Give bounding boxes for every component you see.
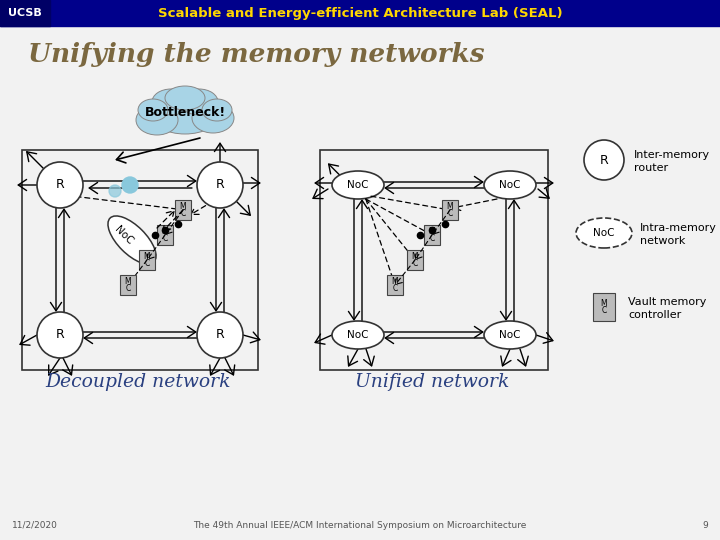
Text: M: M xyxy=(180,202,186,211)
Ellipse shape xyxy=(484,321,536,349)
Bar xyxy=(0,0,720,26)
Text: NoC: NoC xyxy=(593,228,615,238)
Text: C: C xyxy=(125,284,130,293)
Ellipse shape xyxy=(136,105,178,135)
Text: 9: 9 xyxy=(702,521,708,530)
Ellipse shape xyxy=(165,86,205,110)
Text: M: M xyxy=(144,252,150,261)
Circle shape xyxy=(584,140,624,180)
Text: router: router xyxy=(634,163,668,173)
Text: controller: controller xyxy=(628,310,681,320)
Text: Unified network: Unified network xyxy=(355,373,509,391)
FancyBboxPatch shape xyxy=(407,250,423,270)
Circle shape xyxy=(122,177,138,193)
Text: The 49th Annual IEEE/ACM International Symposium on Microarchitecture: The 49th Annual IEEE/ACM International S… xyxy=(193,521,527,530)
Text: Inter-memory: Inter-memory xyxy=(634,150,710,160)
Circle shape xyxy=(197,162,243,208)
FancyBboxPatch shape xyxy=(157,225,173,245)
FancyBboxPatch shape xyxy=(593,293,615,321)
Ellipse shape xyxy=(152,89,190,115)
Text: Bottleneck!: Bottleneck! xyxy=(145,105,225,118)
Text: R: R xyxy=(55,328,64,341)
Ellipse shape xyxy=(180,89,218,115)
Circle shape xyxy=(109,185,121,197)
Ellipse shape xyxy=(332,171,384,199)
Bar xyxy=(320,150,548,370)
Ellipse shape xyxy=(202,99,232,121)
Text: C: C xyxy=(447,209,453,218)
Text: R: R xyxy=(55,179,64,192)
Text: 11/2/2020: 11/2/2020 xyxy=(12,521,58,530)
Text: M: M xyxy=(600,299,607,308)
Text: R: R xyxy=(215,328,225,341)
Text: network: network xyxy=(640,236,685,246)
Ellipse shape xyxy=(108,216,156,264)
Text: Scalable and Energy-efficient Architecture Lab (SEAL): Scalable and Energy-efficient Architectu… xyxy=(158,6,562,19)
Text: C: C xyxy=(392,284,397,293)
FancyBboxPatch shape xyxy=(424,225,440,245)
Ellipse shape xyxy=(576,218,632,248)
Text: C: C xyxy=(145,259,150,268)
Text: Decoupled network: Decoupled network xyxy=(45,373,230,391)
Text: NoC: NoC xyxy=(113,224,135,246)
Text: NoC: NoC xyxy=(347,180,369,190)
Text: NoC: NoC xyxy=(499,180,521,190)
Text: NoC: NoC xyxy=(499,330,521,340)
Text: C: C xyxy=(163,234,168,243)
Text: C: C xyxy=(429,234,435,243)
Text: C: C xyxy=(181,209,186,218)
Ellipse shape xyxy=(151,96,219,134)
Text: M: M xyxy=(125,277,131,286)
Text: M: M xyxy=(446,202,454,211)
Text: UCSB: UCSB xyxy=(8,8,42,18)
Text: R: R xyxy=(215,179,225,192)
Text: Intra-memory: Intra-memory xyxy=(640,223,717,233)
Text: M: M xyxy=(412,252,418,261)
Circle shape xyxy=(37,162,83,208)
Text: Vault memory: Vault memory xyxy=(628,297,706,307)
Bar xyxy=(22,150,258,370)
FancyBboxPatch shape xyxy=(387,275,403,295)
Text: M: M xyxy=(392,277,398,286)
Bar xyxy=(0,0,50,26)
Ellipse shape xyxy=(484,171,536,199)
Text: M: M xyxy=(428,227,436,236)
Text: C: C xyxy=(413,259,418,268)
Circle shape xyxy=(37,312,83,358)
Text: R: R xyxy=(600,153,608,166)
Ellipse shape xyxy=(138,99,168,121)
Ellipse shape xyxy=(332,321,384,349)
FancyBboxPatch shape xyxy=(175,200,191,220)
Ellipse shape xyxy=(192,103,234,133)
Text: C: C xyxy=(601,306,607,315)
Circle shape xyxy=(197,312,243,358)
Text: NoC: NoC xyxy=(347,330,369,340)
FancyBboxPatch shape xyxy=(442,200,458,220)
FancyBboxPatch shape xyxy=(139,250,155,270)
FancyBboxPatch shape xyxy=(120,275,136,295)
Text: M: M xyxy=(162,227,168,236)
Text: Unifying the memory networks: Unifying the memory networks xyxy=(28,42,485,67)
